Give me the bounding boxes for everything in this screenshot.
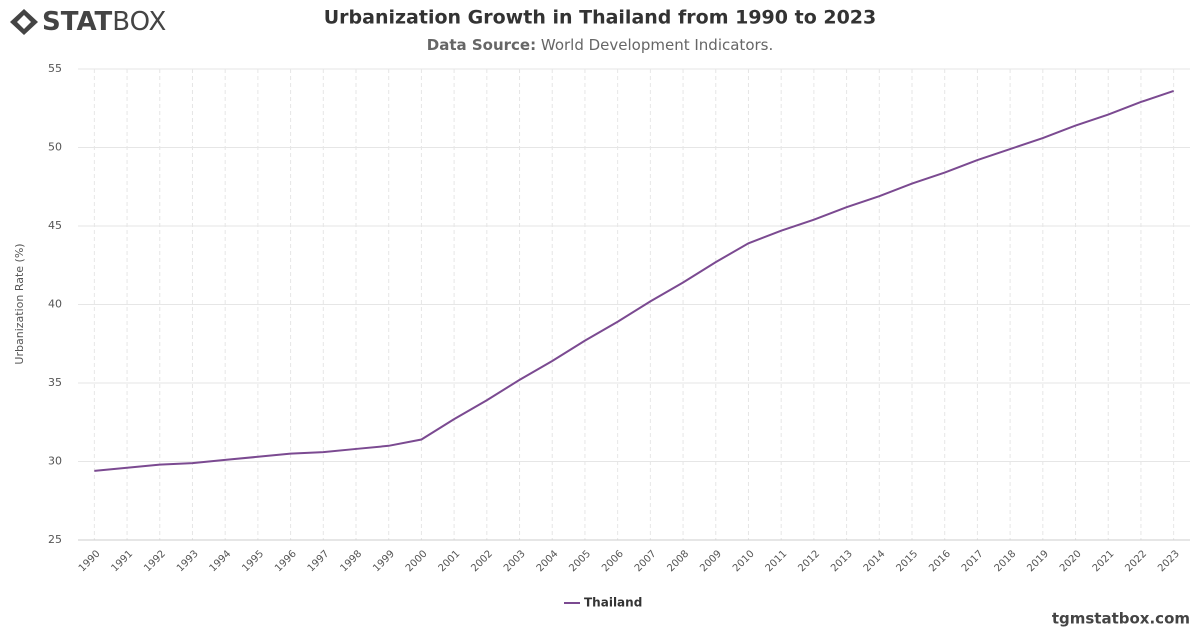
- y-axis-label: Urbanization Rate (%): [13, 243, 26, 364]
- x-tick-label: 1998: [338, 548, 364, 574]
- line-series: [94, 90, 1174, 472]
- chart-title: Urbanization Growth in Thailand from 199…: [324, 7, 877, 29]
- x-tick-label: 2000: [404, 548, 430, 574]
- x-tick-label: 2016: [927, 548, 953, 574]
- chart-subtitle: Data Source: World Development Indicator…: [427, 36, 774, 54]
- x-tick-label: 1997: [306, 548, 332, 574]
- y-tick-label: 50: [48, 141, 62, 154]
- subtitle-text: World Development Indicators.: [541, 36, 773, 54]
- x-tick-label: 2004: [535, 548, 561, 574]
- subtitle-label: Data Source:: [427, 36, 536, 54]
- footer: tgmstatbox.com: [1052, 610, 1190, 628]
- x-tick-label: 2008: [666, 548, 692, 574]
- x-tick-label: 2019: [1025, 548, 1051, 574]
- x-tick-label: 2009: [698, 548, 724, 574]
- x-tick-label: 2021: [1091, 548, 1117, 574]
- x-tick-label: 2023: [1156, 548, 1182, 574]
- x-tick-label: 1994: [208, 548, 234, 574]
- x-tick-label: 2012: [796, 548, 822, 574]
- x-tick-label: 1996: [273, 548, 299, 574]
- logo-light: BOX: [112, 7, 166, 37]
- x-tick-label: 2022: [1123, 548, 1149, 574]
- y-tick-label: 35: [48, 376, 62, 389]
- x-tick-label: 2015: [894, 548, 920, 574]
- x-tick-label: 2014: [862, 548, 888, 574]
- logo-text: STATBOX: [42, 7, 166, 37]
- x-tick-label: 2013: [829, 548, 855, 574]
- x-tick-label: 1999: [371, 548, 397, 574]
- x-tick-label: 2018: [993, 548, 1019, 574]
- logo: STATBOX: [10, 7, 166, 37]
- x-tick-label: 2007: [633, 548, 659, 574]
- x-tick-label: 1992: [142, 548, 168, 574]
- x-tick-label: 2017: [960, 548, 986, 574]
- x-tick-label: 1991: [110, 548, 136, 574]
- x-tick-label: 2020: [1058, 548, 1084, 574]
- x-tick-label: 2005: [567, 548, 593, 574]
- x-tick-label: 2002: [469, 548, 495, 574]
- logo-icon-inner: [17, 15, 31, 29]
- x-tick-label: 1995: [240, 548, 266, 574]
- x-tick-label: 2010: [731, 548, 757, 574]
- logo-bold: STAT: [42, 7, 113, 37]
- y-tick-label: 45: [48, 219, 62, 232]
- y-tick-label: 25: [48, 533, 62, 546]
- y-tick-label: 30: [48, 455, 62, 468]
- x-tick-label: 1990: [77, 548, 103, 574]
- x-tick-label: 2001: [437, 548, 463, 574]
- x-tick-label: 2011: [764, 548, 790, 574]
- x-tick-label: 1993: [175, 548, 201, 574]
- legend-label: Thailand: [584, 596, 642, 610]
- y-tick-label: 55: [48, 62, 62, 75]
- x-tick-label: 2003: [502, 548, 528, 574]
- x-tick-label: 2006: [600, 548, 626, 574]
- y-tick-label: 40: [48, 298, 62, 311]
